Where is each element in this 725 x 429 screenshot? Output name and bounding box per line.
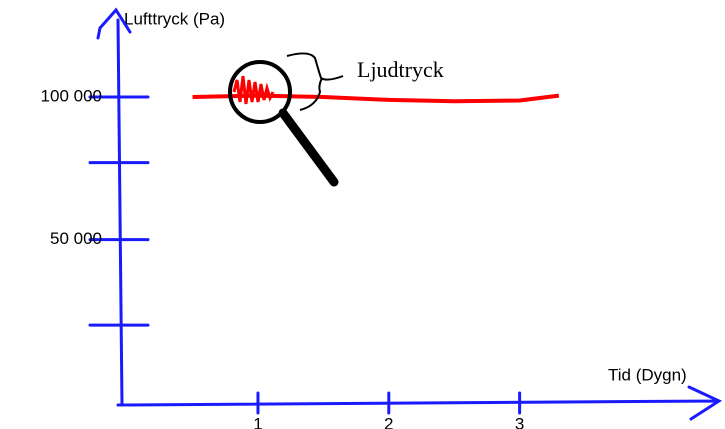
y-tick-label: 50 000 [50, 229, 102, 248]
sound-wave [232, 75, 275, 105]
x-tick-label: 3 [515, 414, 524, 429]
brace [286, 52, 344, 111]
annotation: Ljudtryck [357, 57, 444, 82]
y-axis [96, 7, 132, 407]
y-axis-label: Lufttryck (Pa) [124, 9, 225, 28]
x-tick-label: 1 [253, 414, 262, 429]
handle [278, 108, 339, 187]
x-axis-label: Tid (Dygn) [608, 365, 687, 384]
y-tick-label: 100 000 [41, 87, 102, 106]
lens [228, 60, 292, 124]
x-tick-label: 2 [384, 414, 393, 429]
magnifier [228, 52, 344, 187]
x-axis [116, 385, 723, 421]
